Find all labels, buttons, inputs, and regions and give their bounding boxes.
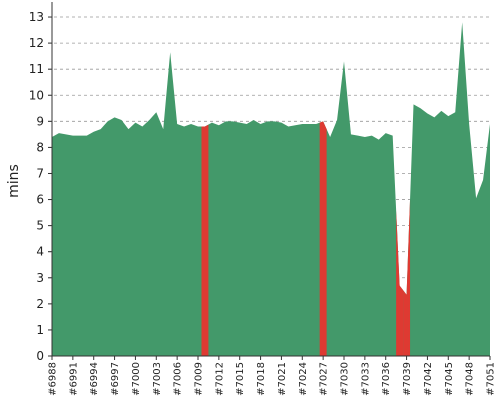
x-tick-label: #7033	[360, 362, 371, 396]
x-tick-label: #7012	[214, 362, 225, 396]
failed-build-7039	[403, 199, 411, 356]
y-tick-label: 6	[36, 193, 44, 207]
x-tick-label: #7039	[402, 362, 413, 396]
y-tick-label: 0	[36, 349, 44, 363]
area-series	[52, 22, 490, 356]
x-tick-label: #6991	[68, 362, 79, 396]
x-tick-label: #7009	[194, 362, 205, 396]
x-tick-label: #7042	[423, 362, 434, 396]
x-tick-label: #6994	[89, 362, 100, 396]
x-tick-label: #7000	[131, 362, 142, 396]
y-tick-label: 4	[36, 245, 44, 259]
y-tick-label: 12	[29, 36, 44, 50]
y-tick-label: 8	[36, 140, 44, 154]
x-tick-label: #7027	[319, 362, 330, 396]
x-tick-label: #7006	[173, 362, 184, 396]
x-tick-label: #7015	[235, 362, 246, 396]
y-tick-label: 5	[36, 219, 44, 233]
x-tick-label: #7030	[340, 362, 351, 396]
x-tick-label: #7024	[298, 362, 309, 396]
x-tick-label: #6997	[110, 362, 121, 396]
y-tick-label: 1	[36, 323, 44, 337]
failed-build-7010	[201, 124, 209, 356]
x-tick-label: #7045	[444, 362, 455, 396]
x-tick-labels: #6988 #6991 #6994 #6997 #7000 #7003 #7006 #7009…	[48, 356, 497, 396]
y-tick-label: 11	[29, 62, 44, 76]
y-tick-label: 10	[29, 88, 44, 102]
y-axis-title: mins	[6, 164, 22, 198]
x-tick-label: #7003	[152, 362, 163, 396]
x-tick-label: #7036	[381, 362, 392, 396]
x-tick-label: #7018	[256, 362, 267, 396]
x-tick-label: #7048	[465, 362, 476, 396]
y-tick-label: 13	[29, 10, 44, 24]
success-area	[52, 22, 490, 356]
x-tick-label: #6988	[48, 362, 59, 396]
failed-build-7038	[396, 210, 404, 356]
axes	[51, 2, 490, 357]
y-tick-label: 3	[36, 271, 44, 285]
failed-build-7027	[319, 121, 327, 356]
y-tick-label: 9	[36, 114, 44, 128]
y-tick-label: 2	[36, 297, 44, 311]
x-tick-label: #7021	[277, 362, 288, 396]
x-tick-label: #7051	[486, 362, 497, 396]
y-tick-label: 7	[36, 166, 44, 180]
